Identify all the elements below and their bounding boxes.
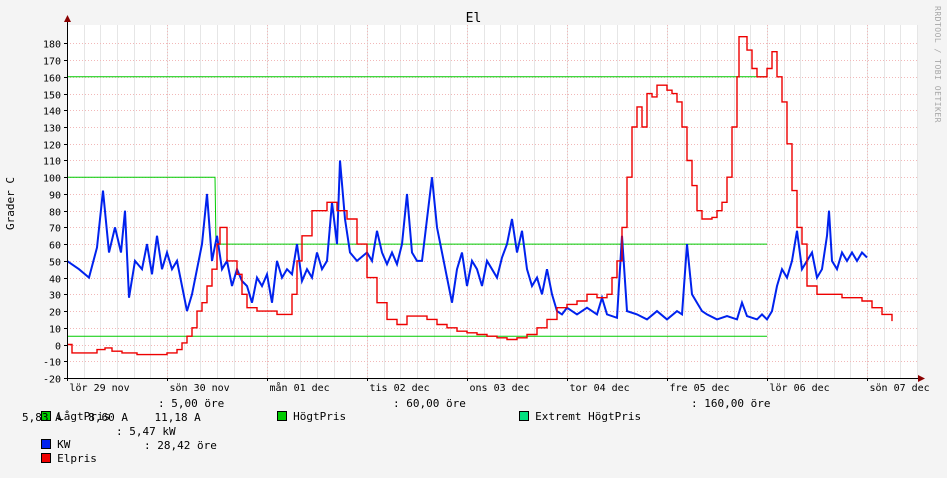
legend-item-elpris: Elpris bbox=[14, 439, 97, 478]
legend-value-elpris: : 28,42 öre bbox=[144, 439, 217, 452]
legend-label-lagtpris: LågtPris bbox=[57, 410, 111, 423]
plot-area bbox=[67, 25, 917, 378]
y-tick-label: 70 bbox=[49, 224, 61, 235]
chart-window: El Grader C RRDTOOL / TOBI OETIKER -20 -1… bbox=[4, 6, 942, 465]
y-tick-label: 80 bbox=[49, 208, 61, 219]
x-axis-arrow bbox=[918, 375, 925, 382]
y-axis-arrow bbox=[64, 15, 71, 22]
chart-title: El bbox=[465, 11, 482, 26]
y-tick-label: 120 bbox=[43, 141, 61, 152]
y-tick-label: -10 bbox=[43, 358, 61, 369]
x-tick-label: tis 02 dec bbox=[370, 383, 430, 394]
y-tick-label: 60 bbox=[49, 241, 61, 252]
x-tick-label: mån 01 dec bbox=[270, 381, 330, 394]
y-tick-label: -20 bbox=[43, 375, 61, 386]
y-tick-label: 30 bbox=[49, 291, 61, 302]
legend-item-hogtpris: HögtPris bbox=[250, 397, 346, 436]
y-tick-label: 20 bbox=[49, 308, 61, 319]
y-tick-label: 0 bbox=[55, 342, 61, 353]
legend-label-extremt: Extremt HögtPris bbox=[535, 410, 642, 423]
legend-value-kw: : 5,47 kW bbox=[116, 425, 176, 438]
x-tick-label: sön 07 dec bbox=[870, 383, 930, 394]
watermark: RRDTOOL / TOBI OETIKER bbox=[933, 6, 942, 123]
chart-plot: -20 -10 0 10 20 30 40 50 60 70 80 90 100 110 120 130 140… bbox=[43, 15, 930, 394]
y-tick-label: 170 bbox=[43, 57, 61, 68]
series-line-elpris bbox=[67, 36, 893, 356]
y-tick-label: 130 bbox=[43, 124, 61, 135]
series-line-h-gtpris bbox=[67, 176, 767, 245]
y-tick-label: 110 bbox=[43, 157, 61, 168]
legend-swatch-extremt bbox=[518, 411, 529, 421]
legend-swatch-lagtpris bbox=[40, 411, 51, 421]
x-tick-label: tor 04 dec bbox=[570, 383, 630, 394]
y-tick-label: 40 bbox=[49, 275, 61, 286]
legend-item-kw: KW bbox=[14, 425, 70, 464]
y-tick-label: 90 bbox=[49, 191, 61, 202]
series-line-kw bbox=[66, 160, 868, 322]
y-tick-label: 50 bbox=[49, 258, 61, 269]
legend-label-kw: KW bbox=[57, 438, 71, 451]
y-tick-label: 10 bbox=[49, 325, 61, 336]
x-tick-label: lör 06 dec bbox=[770, 383, 830, 394]
y-tick-label: 100 bbox=[43, 174, 61, 185]
legend-label-hogtpris: HögtPris bbox=[293, 410, 347, 423]
x-tick-label: sön 30 nov bbox=[170, 383, 230, 394]
x-tick-label: ons 03 dec bbox=[470, 383, 530, 394]
legend-label-elpris: Elpris bbox=[57, 452, 97, 465]
x-tick-label: fre 05 dec bbox=[670, 383, 730, 394]
legend-value-lagtpris: : 5,00 öre bbox=[158, 397, 225, 410]
y-tick-label: 160 bbox=[43, 74, 61, 85]
legend-item-extremt: Extremt HögtPris bbox=[492, 397, 641, 436]
y-tick-label: 180 bbox=[43, 40, 61, 51]
legend-value-hogtpris: : 60,00 öre bbox=[393, 397, 466, 410]
y-tick-label: 150 bbox=[43, 91, 61, 102]
legend-swatch-kw bbox=[40, 439, 51, 449]
legend-ampere-values: 5,83 A 8,60 A 11,18 A bbox=[22, 411, 201, 424]
legend-swatch-hogtpris bbox=[276, 411, 287, 421]
legend-value-extremt: : 160,00 öre bbox=[691, 397, 771, 410]
x-tick-label: lör 29 nov bbox=[70, 383, 130, 394]
legend-item-lagtpris: LågtPris bbox=[14, 397, 110, 436]
y-tick-label: 140 bbox=[43, 107, 61, 118]
legend-swatch-elpris bbox=[40, 453, 51, 463]
